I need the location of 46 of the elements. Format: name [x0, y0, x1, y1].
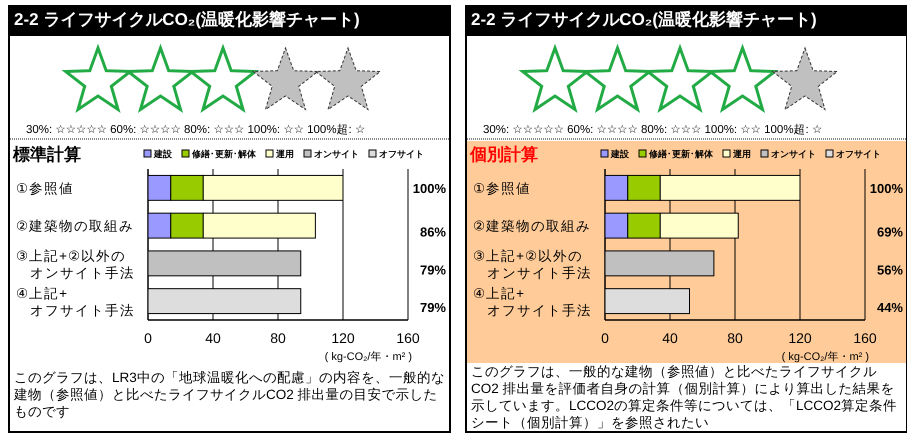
- y-tick-label: ①参照値: [16, 180, 74, 196]
- text: 44%: [876, 300, 904, 316]
- legend-label: オンサイト: [314, 149, 359, 159]
- text: 79%: [420, 300, 446, 316]
- chart-title: 2-2 ライフサイクルCO₂(温暖化影響チャート): [8, 5, 451, 35]
- x-tick-label: 120: [331, 330, 355, 346]
- chart-title: 2-2 ライフサイクルCO₂(温暖化影響チャート): [465, 5, 907, 35]
- legend-label: 運用: [275, 149, 294, 159]
- x-tick-label: 160: [853, 330, 877, 346]
- chart-subtitle: 個別計算: [469, 145, 538, 164]
- text: 86%: [420, 224, 446, 240]
- y-tick-label: ④上記+オフサイト手法: [16, 286, 135, 318]
- text: 100%: [412, 180, 446, 196]
- x-tick-label: 40: [662, 330, 678, 346]
- legend-label: オンサイト: [771, 149, 816, 159]
- x-tick-label: 80: [727, 330, 743, 346]
- legend-label: 建設: [610, 149, 630, 159]
- text: 100%: [870, 180, 904, 196]
- text: 69%: [876, 224, 904, 240]
- y-tick-label: ②建築物の取組み: [473, 218, 592, 234]
- y-tick-label: ③上記+②以外のオンサイト手法: [16, 248, 135, 280]
- y-tick-label: ④上記+オフサイト手法: [473, 286, 592, 318]
- legend-label: 運用: [732, 149, 751, 159]
- x-tick-label: 0: [601, 330, 610, 346]
- text: 79%: [420, 262, 446, 278]
- x-tick-label: 40: [205, 330, 221, 346]
- legend-label: オフサイト: [379, 149, 424, 159]
- x-axis-title: ( kg-CO₂/年・m² ): [782, 351, 869, 363]
- y-tick-label: ①参照値: [473, 180, 532, 196]
- x-axis-title: ( kg-CO₂/年・m² ): [324, 351, 412, 363]
- x-tick-label: 80: [270, 330, 286, 346]
- y-tick-label: ②建築物の取組み: [16, 218, 134, 234]
- chart-subtitle: 標準計算: [12, 145, 81, 164]
- text: 30%: ☆☆☆☆☆ 60%: ☆☆☆☆ 80%: ☆☆☆ 100%: ☆☆ 100%超: ☆: [26, 123, 366, 136]
- x-tick-label: 120: [788, 330, 812, 346]
- legend-label: 修繕･更新･解体: [191, 149, 257, 159]
- legend-label: 建設: [153, 149, 173, 159]
- text: このグラフは、LR3中の「地球温暖化への配慮」の内容を、一般的な建物（参照値）と比べたライフサイクルCO2 排出量の目安で示したものです: [14, 369, 446, 420]
- text: 56%: [876, 262, 904, 278]
- x-tick-label: 0: [144, 330, 152, 346]
- legend-label: 修繕･更新･解体: [648, 149, 714, 159]
- text: 30%: ☆☆☆☆☆ 60%: ☆☆☆☆ 80%: ☆☆☆ 100%: ☆☆ 100%超: ☆: [483, 123, 822, 136]
- text: このグラフは、一般的な建物（参照値）と比べたライフサイクルCO2 排出量を評価者自身の計算（個別計算）により算出した結果を示しています。LCCO2の算定条件等については、「LCCO2算定条件シート（個別計算）」を参照されたい: [471, 363, 898, 431]
- y-tick-label: ③上記+②以外のオンサイト手法: [473, 248, 592, 280]
- x-tick-label: 160: [396, 330, 420, 346]
- legend-label: オフサイト: [836, 149, 881, 159]
